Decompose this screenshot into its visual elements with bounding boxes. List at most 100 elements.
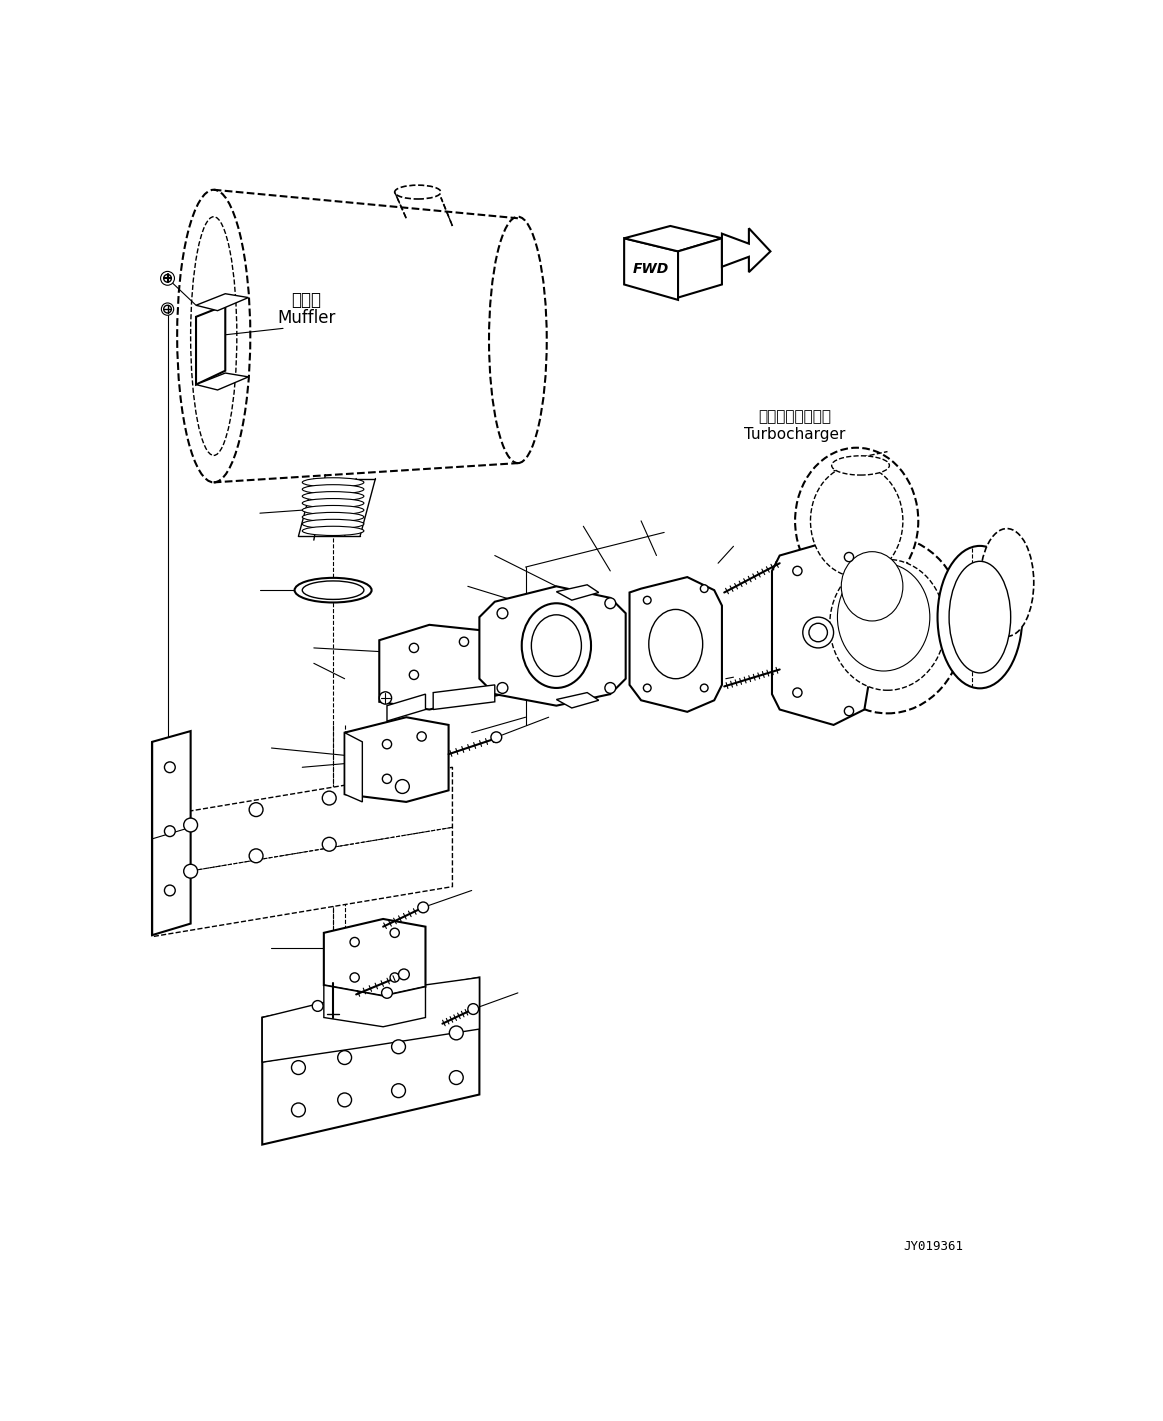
- Circle shape: [383, 739, 392, 749]
- Circle shape: [322, 837, 336, 851]
- Circle shape: [409, 671, 419, 679]
- Circle shape: [793, 567, 802, 576]
- Circle shape: [160, 271, 174, 286]
- Polygon shape: [262, 978, 479, 1144]
- Ellipse shape: [837, 563, 930, 671]
- Circle shape: [395, 780, 409, 793]
- Ellipse shape: [832, 456, 890, 475]
- Polygon shape: [387, 693, 426, 720]
- Circle shape: [497, 608, 508, 618]
- Polygon shape: [625, 226, 722, 252]
- Circle shape: [809, 624, 827, 642]
- Ellipse shape: [937, 546, 1022, 688]
- Circle shape: [350, 973, 359, 982]
- Ellipse shape: [531, 615, 582, 676]
- Circle shape: [249, 803, 263, 817]
- Circle shape: [605, 682, 615, 693]
- Circle shape: [379, 692, 392, 705]
- Circle shape: [390, 928, 399, 938]
- Circle shape: [164, 274, 171, 283]
- Circle shape: [392, 1084, 406, 1097]
- Circle shape: [605, 598, 615, 608]
- Circle shape: [844, 706, 854, 716]
- Polygon shape: [197, 294, 249, 311]
- Polygon shape: [556, 585, 599, 600]
- Ellipse shape: [302, 499, 364, 507]
- Polygon shape: [152, 767, 452, 936]
- Polygon shape: [625, 239, 678, 300]
- Circle shape: [491, 732, 501, 743]
- Circle shape: [249, 848, 263, 863]
- Circle shape: [164, 826, 176, 837]
- Circle shape: [468, 1003, 479, 1015]
- Ellipse shape: [522, 604, 591, 688]
- Polygon shape: [197, 306, 226, 385]
- Ellipse shape: [302, 519, 364, 529]
- Polygon shape: [323, 919, 426, 996]
- Circle shape: [162, 303, 173, 315]
- Polygon shape: [323, 985, 426, 1027]
- Circle shape: [322, 791, 336, 806]
- Text: Turbocharger: Turbocharger: [744, 428, 846, 442]
- Ellipse shape: [811, 536, 964, 713]
- Ellipse shape: [980, 529, 1034, 637]
- Circle shape: [383, 774, 392, 783]
- Circle shape: [292, 1103, 306, 1117]
- Ellipse shape: [488, 217, 547, 463]
- Ellipse shape: [302, 513, 364, 522]
- Text: JY019361: JY019361: [904, 1241, 964, 1253]
- Ellipse shape: [302, 485, 364, 495]
- Circle shape: [643, 597, 651, 604]
- Circle shape: [164, 762, 176, 773]
- Polygon shape: [678, 239, 722, 297]
- Polygon shape: [479, 587, 626, 706]
- Ellipse shape: [294, 578, 372, 603]
- Ellipse shape: [302, 506, 364, 514]
- Circle shape: [409, 644, 419, 652]
- Text: マフラ: マフラ: [291, 291, 321, 308]
- Ellipse shape: [191, 217, 237, 455]
- Circle shape: [337, 1050, 351, 1064]
- Circle shape: [418, 902, 428, 912]
- Ellipse shape: [394, 185, 441, 199]
- Circle shape: [184, 864, 198, 878]
- Ellipse shape: [841, 551, 902, 621]
- Polygon shape: [344, 718, 449, 801]
- Polygon shape: [772, 540, 869, 725]
- Circle shape: [392, 1040, 406, 1054]
- Ellipse shape: [177, 190, 250, 482]
- Polygon shape: [433, 685, 494, 709]
- Ellipse shape: [649, 610, 702, 679]
- Circle shape: [459, 637, 469, 647]
- Circle shape: [337, 1093, 351, 1107]
- Circle shape: [164, 885, 176, 895]
- Ellipse shape: [811, 465, 902, 577]
- Circle shape: [793, 688, 802, 698]
- Circle shape: [164, 306, 171, 313]
- Polygon shape: [262, 978, 479, 1061]
- Text: ターボチャージャ: ターボチャージャ: [758, 409, 832, 425]
- Polygon shape: [379, 625, 502, 709]
- Circle shape: [700, 684, 708, 692]
- Ellipse shape: [949, 561, 1011, 674]
- Polygon shape: [152, 730, 191, 935]
- Circle shape: [643, 684, 651, 692]
- Ellipse shape: [302, 526, 364, 536]
- Polygon shape: [197, 374, 249, 389]
- Circle shape: [399, 969, 409, 980]
- Polygon shape: [722, 229, 770, 273]
- Circle shape: [292, 1060, 306, 1074]
- Polygon shape: [344, 733, 363, 801]
- Polygon shape: [556, 692, 599, 708]
- Circle shape: [497, 682, 508, 693]
- Text: Muffler: Muffler: [277, 310, 335, 327]
- Circle shape: [844, 553, 854, 561]
- Circle shape: [390, 973, 399, 982]
- Ellipse shape: [795, 448, 919, 594]
- Text: FWD: FWD: [633, 261, 669, 276]
- Circle shape: [418, 732, 427, 742]
- Ellipse shape: [302, 477, 364, 487]
- Circle shape: [381, 988, 392, 999]
- Circle shape: [313, 1000, 323, 1012]
- Circle shape: [449, 1026, 463, 1040]
